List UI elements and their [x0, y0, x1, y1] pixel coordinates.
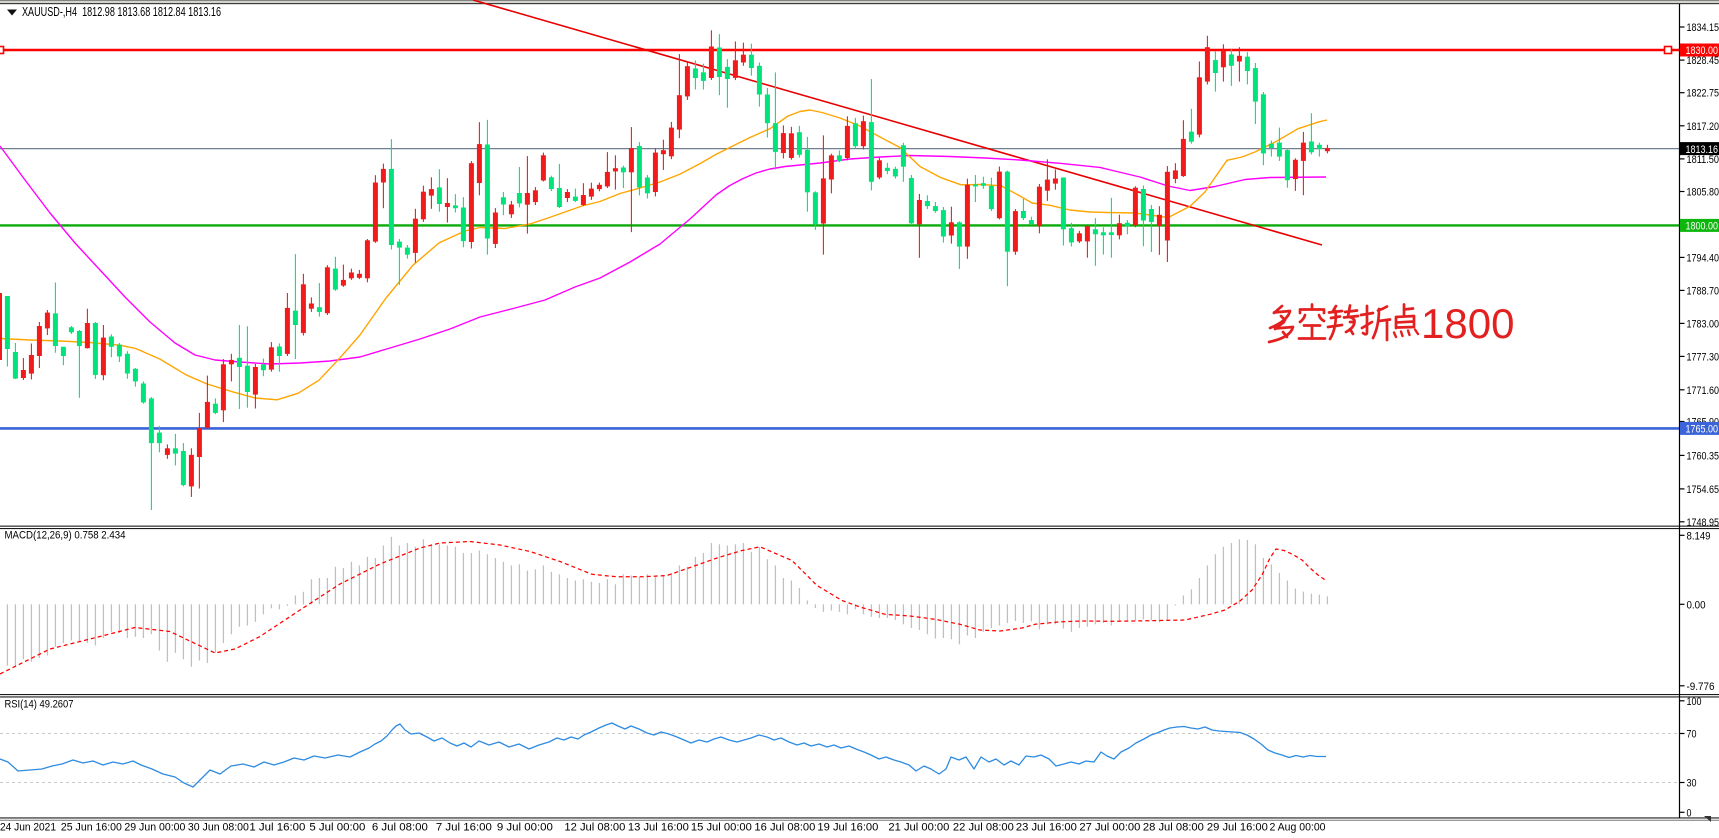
svg-text:XAUUSD-,H4 1812.98 1813.68 18: XAUUSD-,H4 1812.98 1813.68 1812.84 1813.…	[22, 5, 221, 19]
svg-text:1822.75: 1822.75	[1687, 88, 1719, 100]
svg-text:1830.00: 1830.00	[1686, 45, 1719, 57]
svg-text:29 Jul 16:00: 29 Jul 16:00	[1207, 822, 1268, 834]
svg-text:1788.70: 1788.70	[1687, 285, 1719, 297]
svg-text:30: 30	[1687, 778, 1697, 790]
svg-text:1817.20: 1817.20	[1687, 121, 1719, 133]
svg-text:5 Jul 00:00: 5 Jul 00:00	[309, 822, 365, 834]
svg-text:27 Jul 00:00: 27 Jul 00:00	[1079, 822, 1140, 834]
svg-text:22 Jul 08:00: 22 Jul 08:00	[953, 822, 1014, 834]
svg-text:29 Jun 00:00: 29 Jun 00:00	[124, 822, 185, 834]
svg-text:1813.16: 1813.16	[1686, 144, 1719, 156]
svg-text:13 Jul 16:00: 13 Jul 16:00	[628, 822, 689, 834]
svg-text:1748.95: 1748.95	[1687, 517, 1719, 529]
svg-text:30 Jun 08:00: 30 Jun 08:00	[188, 822, 249, 834]
svg-text:1777.30: 1777.30	[1687, 351, 1719, 363]
svg-text:28 Jul 08:00: 28 Jul 08:00	[1143, 822, 1204, 834]
svg-text:1 Jul 16:00: 1 Jul 16:00	[249, 822, 305, 834]
svg-text:100: 100	[1687, 696, 1702, 708]
svg-text:1828.45: 1828.45	[1687, 55, 1719, 67]
svg-text:MACD(12,26,9) 0.758 2.434: MACD(12,26,9) 0.758 2.434	[5, 530, 126, 542]
svg-text:1760.35: 1760.35	[1687, 450, 1719, 462]
svg-text:1754.65: 1754.65	[1687, 484, 1719, 496]
svg-text:-9.776: -9.776	[1687, 681, 1715, 693]
svg-text:RSI(14) 49.2607: RSI(14) 49.2607	[5, 699, 74, 711]
svg-text:19 Jul 16:00: 19 Jul 16:00	[817, 822, 878, 834]
svg-text:0: 0	[1687, 807, 1692, 819]
svg-text:9 Jul 00:00: 9 Jul 00:00	[497, 822, 553, 834]
svg-text:70: 70	[1687, 729, 1697, 741]
svg-text:7 Jul 16:00: 7 Jul 16:00	[436, 822, 492, 834]
svg-text:24 Jun 2021: 24 Jun 2021	[0, 822, 56, 834]
svg-text:15 Jul 00:00: 15 Jul 00:00	[691, 822, 752, 834]
svg-text:1834.15: 1834.15	[1687, 22, 1719, 34]
svg-text:1800: 1800	[1421, 300, 1514, 347]
svg-text:16 Jul 08:00: 16 Jul 08:00	[754, 822, 815, 834]
svg-text:1794.40: 1794.40	[1687, 252, 1719, 264]
svg-text:1771.60: 1771.60	[1687, 385, 1719, 397]
svg-text:2 Aug 00:00: 2 Aug 00:00	[1270, 822, 1326, 834]
svg-text:12 Jul 08:00: 12 Jul 08:00	[564, 822, 625, 834]
svg-text:1800.00: 1800.00	[1686, 221, 1719, 233]
svg-text:21 Jul 00:00: 21 Jul 00:00	[888, 822, 949, 834]
svg-text:1765.00: 1765.00	[1686, 424, 1719, 436]
svg-text:8.149: 8.149	[1687, 530, 1711, 542]
svg-text:23 Jul 16:00: 23 Jul 16:00	[1016, 822, 1077, 834]
svg-text:1805.80: 1805.80	[1687, 187, 1719, 199]
svg-text:1783.00: 1783.00	[1687, 318, 1719, 330]
svg-text:1811.50: 1811.50	[1687, 154, 1719, 166]
svg-text:6 Jul 08:00: 6 Jul 08:00	[372, 822, 428, 834]
svg-text:0.00: 0.00	[1687, 599, 1706, 611]
svg-text:25 Jun 16:00: 25 Jun 16:00	[61, 822, 122, 834]
